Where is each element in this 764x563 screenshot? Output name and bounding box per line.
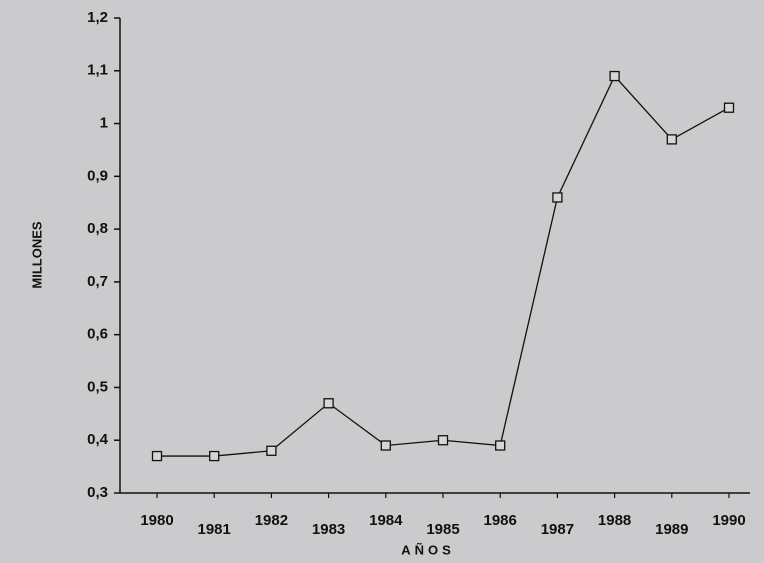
y-tick-label: 0,8 [87, 220, 108, 237]
x-tick-label: 1987 [541, 521, 574, 538]
x-axis-label: AÑOS [401, 542, 455, 557]
x-tick-label: 1983 [312, 521, 345, 538]
x-tick-label: 1981 [198, 521, 231, 538]
data-point [552, 192, 563, 203]
x-tick-label: 1982 [255, 512, 288, 529]
data-point [723, 102, 735, 113]
data-point [666, 134, 677, 145]
data-point [323, 398, 334, 409]
y-tick-label: 0,9 [87, 167, 108, 184]
x-tick-label: 1985 [426, 521, 459, 538]
y-tick-label: 0,4 [87, 431, 109, 448]
data-point [380, 440, 391, 451]
x-tick-label: 1990 [712, 512, 745, 529]
x-tick-label: 1980 [140, 512, 173, 529]
data-point [437, 435, 449, 446]
y-tick-label: 0,6 [87, 326, 108, 343]
x-tick-label: 1989 [655, 521, 688, 538]
y-tick-label: 0,5 [87, 378, 108, 395]
data-point [266, 445, 277, 456]
data-point [495, 440, 506, 451]
y-tick-label: 0,3 [87, 484, 108, 501]
y-axis-label: MILLONES [29, 221, 44, 288]
y-tick-label: 0,7 [87, 273, 108, 290]
x-tick-label: 1986 [484, 512, 517, 529]
x-tick-label: 1984 [369, 512, 403, 529]
y-tick-label: 1 [100, 115, 108, 132]
data-point [151, 450, 163, 462]
y-tick-label: 1,1 [87, 62, 108, 79]
data-point [609, 70, 620, 82]
data-point [209, 450, 220, 462]
y-tick-label: 1,2 [87, 9, 108, 26]
x-tick-label: 1988 [598, 512, 631, 529]
